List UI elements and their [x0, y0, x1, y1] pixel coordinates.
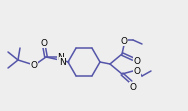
- Text: O: O: [121, 37, 127, 46]
- Text: O: O: [130, 82, 136, 91]
- Text: N: N: [59, 57, 66, 66]
- Text: O: O: [40, 39, 48, 48]
- Text: O: O: [133, 56, 140, 65]
- Text: O: O: [30, 60, 37, 69]
- Text: N: N: [58, 53, 64, 61]
- Text: O: O: [133, 66, 140, 75]
